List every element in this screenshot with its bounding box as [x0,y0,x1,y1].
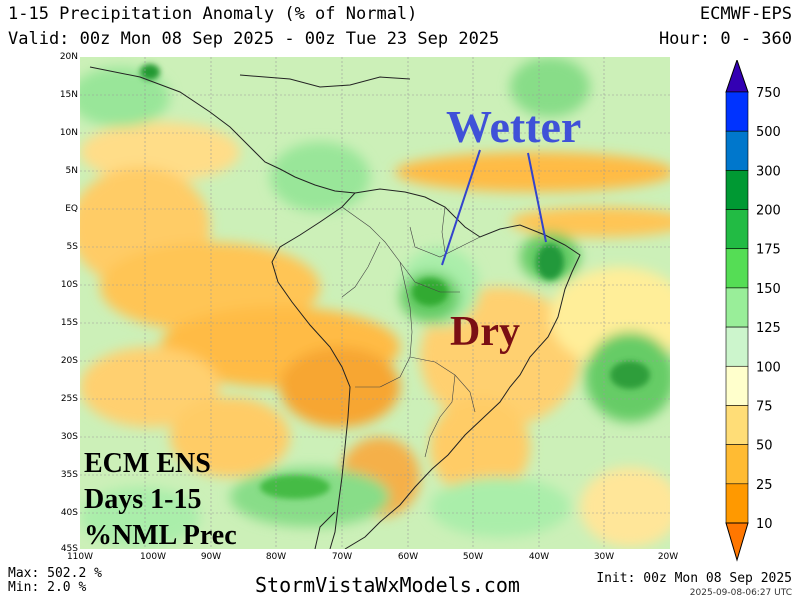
anomaly-field [80,57,670,547]
label-box: ECM ENS Days 1-15 %NML Prec [84,446,237,554]
colorbar-segment [725,365,749,406]
colorbar-segments [725,91,749,524]
lon-label: 20W [657,552,679,562]
colorbar-label: 300 [756,164,781,179]
lat-label: 45S [60,544,78,554]
colorbar-label: 200 [756,204,781,219]
lat-label: EQ [65,204,78,214]
lon-label: 90W [200,552,222,562]
lat-label: 5N [65,166,78,176]
lon-label: 110W [66,552,94,562]
lat-label: 40S [60,508,78,518]
lat-label: 30S [60,432,78,442]
map-canvas: 20N [80,57,670,549]
map-title: 1-15 Precipitation Anomaly (% of Normal) [8,4,418,24]
colorbar-bottom-arrow [725,522,749,562]
colorbar-label: 10 [756,517,773,532]
colorbar-label: 75 [756,399,773,414]
coastlines [89,66,581,549]
colorbar-label: 100 [756,360,781,375]
colorbar-segment [725,91,749,132]
lon-label: 80W [265,552,287,562]
colorbar-labels: 750 500 300 200 175 150 125 100 75 50 25 10 [756,86,781,532]
colorbar-segment [725,444,749,485]
label-box-line1: ECM ENS [84,448,211,479]
wetter-annotation: Wetter [446,101,582,152]
model-name: ECMWF-EPS [699,4,792,24]
lon-label: 100W [139,552,167,562]
init-time: Init: 00z Mon 08 Sep 2025 [596,571,792,586]
colorbar-label: 175 [756,243,781,258]
longitude-labels: 110W 100W 90W 80W 70W 60W 50W 40W 30W 20… [0,552,800,566]
colorbar-label: 25 [756,478,773,493]
label-box-line2: Days 1-15 [84,484,202,515]
lon-label: 30W [593,552,615,562]
colorbar-segment [725,483,749,524]
site-name[interactable]: StormVistaWxModels.com [255,573,520,597]
lon-label: 70W [331,552,353,562]
lat-label: 10S [60,280,78,290]
lon-label: 60W [397,552,419,562]
precipitation-anomaly-map: 20N [80,57,670,549]
forecast-hours: Hour: 0 - 360 [658,29,792,49]
dry-annotation: Dry [450,309,520,355]
lat-label: 10N [59,128,78,138]
colorbar-segment [725,405,749,445]
lon-label: 40W [528,552,550,562]
colorbar-label: 750 [756,86,781,101]
label-box-line3: %NML Prec [84,520,237,551]
colorbar-label: 500 [756,125,781,140]
max-value: Max: 502.2 % [8,566,102,581]
colorbar-legend: 750 500 300 200 175 150 125 100 75 50 25 10 [720,58,800,570]
colorbar-segment [725,287,749,328]
lat-label: 5S [66,242,78,252]
colorbar-label: 125 [756,321,781,336]
lat-label: 15N [59,90,78,100]
generated-stamp: 2025-09-08-06:27 UTC [689,588,792,598]
colorbar-segment [725,326,749,367]
lat-label: 35S [60,470,78,480]
min-value: Min: 2.0 % [8,580,87,595]
lat-label: 20S [60,356,78,366]
lat-label: 20N [59,52,78,62]
anomaly-cores [140,64,650,499]
lon-label: 50W [462,552,484,562]
colorbar-label: 50 [756,439,773,454]
valid-period: Valid: 00z Mon 08 Sep 2025 - 00z Tue 23 … [8,29,500,49]
annotation-arrows [441,149,547,266]
colorbar-label: 150 [756,282,781,297]
colorbar-top-arrow [725,58,749,93]
colorbar-segment [725,248,749,289]
country-borders [341,206,481,458]
latitude-labels: 20N 15N 10N 5N EQ 5S 10S 15S 20S 25S 30S… [42,52,78,554]
colorbar-segment [725,130,749,171]
colorbar-segment [725,209,749,250]
lat-label: 15S [60,318,78,328]
colorbar-segment [725,170,749,210]
colorbar-svg: 750 500 300 200 175 150 125 100 75 50 25 10 [725,58,781,562]
lat-label: 25S [60,394,78,404]
